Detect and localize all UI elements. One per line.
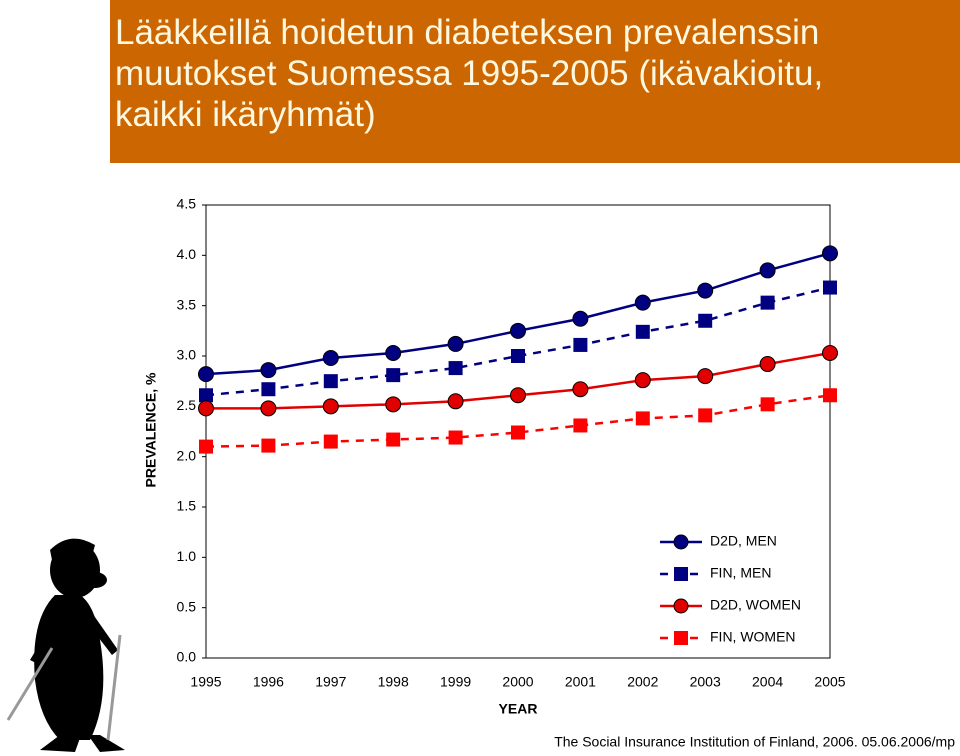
legend-marker <box>674 567 688 581</box>
pole <box>6 647 54 721</box>
point <box>635 411 650 426</box>
point <box>261 438 276 453</box>
pole <box>106 634 122 741</box>
point <box>823 280 837 295</box>
point <box>199 439 213 454</box>
point <box>322 350 339 367</box>
legend-label: D2D, WOMEN <box>710 597 801 613</box>
point <box>572 381 589 398</box>
point <box>634 372 651 389</box>
x-tick-label: 1999 <box>440 674 471 690</box>
x-tick-label: 2005 <box>814 674 845 690</box>
point <box>260 400 277 417</box>
point <box>822 245 838 262</box>
y-tick-label: 0.0 <box>177 649 197 665</box>
footer: The Social Insurance Institution of Finl… <box>554 734 955 750</box>
point <box>261 382 276 397</box>
point <box>323 434 338 449</box>
legend-label: FIN, MEN <box>710 565 771 581</box>
legend-marker <box>673 534 689 550</box>
legend-marker <box>674 631 688 645</box>
x-tick-label: 2001 <box>565 674 596 690</box>
y-tick-label: 4.0 <box>177 246 197 262</box>
series-line <box>205 286 831 397</box>
title-box: Lääkkeillä hoidetun diabeteksen prevalen… <box>110 0 960 163</box>
x-axis-label: YEAR <box>499 701 538 717</box>
point <box>759 356 776 373</box>
point <box>760 295 775 310</box>
point <box>447 335 464 352</box>
point <box>572 310 589 327</box>
point <box>511 349 525 363</box>
y-tick-label: 4.5 <box>177 196 197 212</box>
point <box>198 366 214 383</box>
point <box>573 418 588 433</box>
point <box>698 408 713 423</box>
point <box>385 396 402 413</box>
y-tick-label: 2.5 <box>177 397 197 413</box>
point <box>385 344 402 361</box>
point <box>634 294 651 311</box>
x-tick-label: 1996 <box>253 674 284 690</box>
y-tick-label: 3.5 <box>177 296 197 312</box>
point <box>448 361 463 376</box>
y-tick-label: 0.5 <box>177 598 197 614</box>
point <box>323 374 338 389</box>
plot-frame <box>205 204 831 659</box>
x-tick-label: 2004 <box>752 674 783 690</box>
point <box>822 344 838 361</box>
chart-title: Lääkkeillä hoidetun diabeteksen prevalen… <box>115 13 824 134</box>
point <box>510 322 526 339</box>
point <box>260 362 277 379</box>
x-tick-label: 2002 <box>627 674 658 690</box>
y-tick-label: 3.0 <box>177 347 197 363</box>
y-axis-label: PREVALENCE, % <box>143 372 159 487</box>
point <box>511 425 525 440</box>
point <box>573 337 588 352</box>
y-tick-label: 2.0 <box>177 447 197 463</box>
x-tick-label: 1998 <box>378 674 409 690</box>
point <box>698 313 713 328</box>
point <box>697 282 714 299</box>
point <box>447 393 464 410</box>
point <box>198 400 214 417</box>
hiker-figure <box>30 538 125 752</box>
point <box>697 368 714 385</box>
point <box>823 388 837 403</box>
point <box>386 368 401 383</box>
point <box>635 324 650 339</box>
legend-label: D2D, MEN <box>710 533 777 549</box>
point <box>386 432 401 447</box>
x-tick-label: 2000 <box>502 674 533 690</box>
x-tick-label: 1997 <box>315 674 346 690</box>
point <box>759 262 776 279</box>
point <box>199 388 213 403</box>
legend-label: FIN, WOMEN <box>710 629 796 645</box>
y-tick-label: 1.5 <box>177 498 197 514</box>
point <box>322 398 339 415</box>
point <box>510 387 526 404</box>
point <box>448 430 463 445</box>
y-tick-label: 1.0 <box>177 548 197 564</box>
x-tick-label: 1995 <box>190 674 221 690</box>
x-tick-label: 2003 <box>690 674 721 690</box>
point <box>760 397 775 412</box>
legend-marker <box>673 598 689 614</box>
